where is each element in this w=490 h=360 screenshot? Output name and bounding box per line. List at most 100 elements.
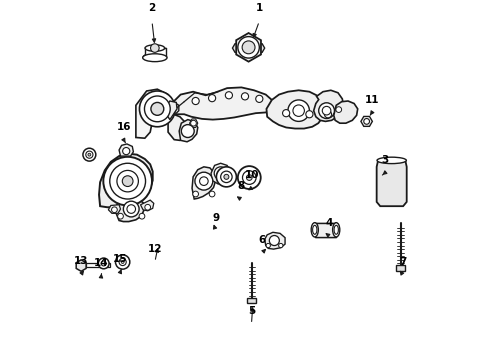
Circle shape [243,171,256,184]
Circle shape [145,96,170,122]
Circle shape [220,171,232,183]
Circle shape [122,148,130,155]
Circle shape [214,167,227,180]
Text: 14: 14 [94,258,108,269]
Bar [315,222,336,237]
Ellipse shape [334,225,339,234]
Text: 11: 11 [365,95,379,105]
Circle shape [242,41,255,54]
Polygon shape [141,200,154,211]
Circle shape [209,95,216,102]
Text: 3: 3 [381,156,388,165]
Circle shape [150,44,159,52]
Text: 7: 7 [399,257,407,267]
Circle shape [193,191,198,197]
Circle shape [336,107,342,112]
Circle shape [86,151,93,158]
Circle shape [110,163,146,199]
Text: 6: 6 [259,235,266,245]
Circle shape [101,261,106,266]
Circle shape [246,175,252,180]
Polygon shape [236,33,261,62]
Bar [247,298,256,303]
Circle shape [192,98,199,105]
Circle shape [191,120,196,126]
Circle shape [112,207,117,213]
Text: 12: 12 [147,244,162,254]
Ellipse shape [333,222,340,237]
Circle shape [98,258,109,269]
Polygon shape [265,232,285,249]
Circle shape [209,191,215,197]
Circle shape [256,95,263,103]
Circle shape [322,106,331,115]
Circle shape [151,103,164,115]
Polygon shape [76,260,86,271]
Circle shape [140,91,175,127]
Polygon shape [232,44,248,52]
Polygon shape [166,101,177,120]
Polygon shape [192,167,216,199]
Circle shape [121,261,124,264]
Polygon shape [166,102,179,116]
Circle shape [117,170,138,192]
Polygon shape [99,154,153,207]
Circle shape [324,111,332,118]
Circle shape [242,93,248,100]
Circle shape [238,166,261,189]
Text: 13: 13 [74,256,88,266]
Circle shape [266,243,270,248]
Text: 16: 16 [117,122,131,132]
Circle shape [118,213,123,219]
Circle shape [199,177,208,185]
Ellipse shape [143,53,167,60]
Circle shape [127,205,136,213]
Circle shape [283,109,290,117]
Ellipse shape [145,45,165,51]
Circle shape [306,111,313,118]
Circle shape [195,172,213,190]
Circle shape [145,204,150,210]
Polygon shape [361,116,372,126]
Circle shape [119,258,126,266]
Polygon shape [377,161,407,206]
Polygon shape [108,205,121,213]
Text: 5: 5 [248,306,255,316]
Bar [145,48,166,57]
Circle shape [83,148,96,161]
Circle shape [116,255,130,269]
Polygon shape [136,89,173,138]
Circle shape [364,118,369,124]
Ellipse shape [143,54,167,62]
Polygon shape [119,144,133,156]
Circle shape [88,153,91,156]
Text: 9: 9 [212,213,219,222]
Ellipse shape [311,222,318,237]
Polygon shape [334,101,358,123]
Circle shape [293,105,304,116]
Circle shape [103,157,152,206]
Circle shape [224,174,229,179]
Circle shape [318,103,335,118]
Text: 4: 4 [325,218,333,228]
Polygon shape [179,120,198,142]
Polygon shape [116,197,144,221]
Circle shape [123,201,139,217]
Text: 10: 10 [245,170,259,180]
Text: 15: 15 [113,254,128,264]
Polygon shape [168,114,187,140]
Circle shape [181,125,194,138]
Polygon shape [267,90,324,129]
Text: 8: 8 [237,181,245,191]
Circle shape [238,37,259,58]
Polygon shape [169,87,272,124]
Circle shape [279,243,283,248]
Circle shape [225,92,232,99]
Circle shape [122,176,133,186]
Polygon shape [248,44,265,52]
Circle shape [270,235,279,246]
Text: 2: 2 [148,3,156,13]
Circle shape [217,167,236,187]
Polygon shape [314,90,343,121]
Ellipse shape [313,225,317,234]
